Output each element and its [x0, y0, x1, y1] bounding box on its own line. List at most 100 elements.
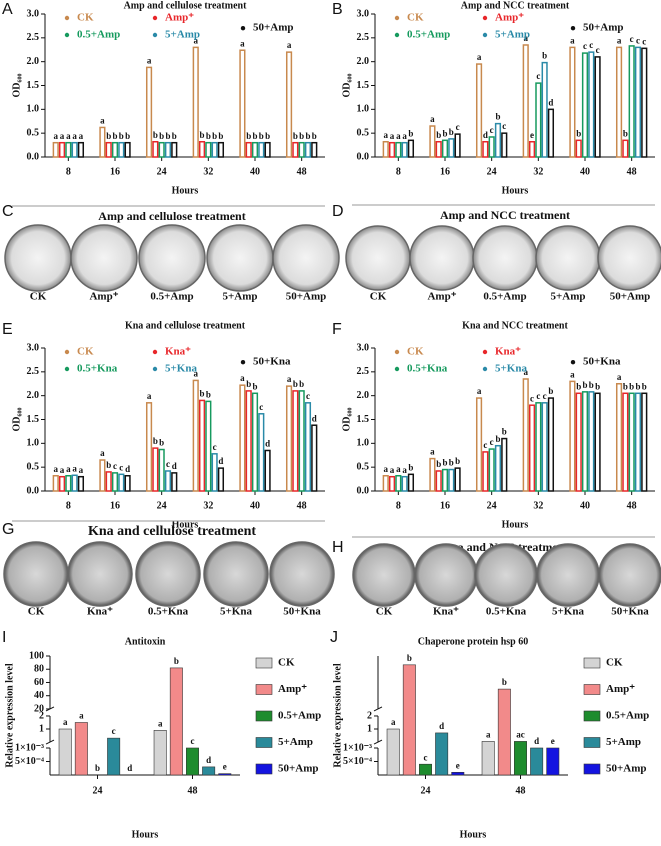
significance-letter: d — [218, 456, 223, 466]
bar — [448, 468, 455, 492]
significance-letter: a — [60, 465, 65, 475]
significance-letter: c — [306, 391, 310, 401]
bar — [192, 46, 199, 158]
significance-letter: b — [265, 131, 270, 141]
bar — [407, 473, 415, 492]
significance-letter: c — [536, 391, 540, 401]
significance-letter: a — [570, 35, 575, 45]
significance-letter: a — [72, 131, 77, 141]
legend-label: 50+Amp — [278, 763, 319, 775]
bar — [58, 728, 72, 776]
significance-letter: b — [159, 438, 164, 448]
x-tick-label: 8 — [396, 166, 401, 177]
significance-letter: a — [570, 369, 575, 379]
x-tick-label: 16 — [110, 166, 120, 177]
plate — [206, 224, 274, 292]
bar — [594, 392, 601, 492]
bar — [628, 392, 635, 492]
bar — [501, 132, 508, 158]
significance-letter: b — [112, 131, 117, 141]
x-axis-title: Hours — [132, 829, 159, 840]
y-tick-label: 0.0 — [357, 485, 370, 496]
significance-letter: d — [265, 439, 270, 449]
significance-letter: a — [147, 391, 152, 401]
panel-label: G — [2, 521, 14, 538]
bar — [622, 139, 629, 158]
significance-letter: a — [477, 52, 482, 62]
significance-letter: b — [212, 131, 217, 141]
bar — [105, 471, 112, 492]
y-axis-title: OD₆₀₀ — [341, 74, 352, 98]
plate-label: 50+Amp — [286, 291, 327, 303]
significance-letter: b — [642, 381, 647, 391]
significance-letter: a — [72, 463, 77, 473]
bar — [581, 391, 589, 492]
legend-marker — [64, 15, 70, 21]
legend-label: Kna⁺ — [495, 346, 521, 358]
significance-letter: a — [66, 131, 71, 141]
bar — [311, 141, 318, 158]
y-tick-label: 2.0 — [27, 390, 40, 401]
legend-label: Amp⁺ — [278, 683, 307, 695]
bar — [634, 392, 642, 492]
significance-letter: b — [165, 131, 170, 141]
significance-letter: c — [642, 36, 646, 46]
significance-letter: b — [635, 381, 640, 391]
bar — [386, 728, 400, 776]
legend-marker — [482, 366, 488, 372]
significance-letter: a — [79, 131, 84, 141]
bar — [481, 741, 495, 776]
bar — [158, 448, 165, 492]
bar — [454, 467, 461, 492]
significance-letter: d — [312, 413, 317, 423]
plate — [203, 541, 269, 607]
y-tick-label: 1.0 — [357, 438, 370, 449]
bar — [217, 141, 225, 158]
significance-letter: b — [495, 434, 500, 444]
plate — [269, 541, 335, 607]
y-axis-title: Relative expression level — [332, 663, 343, 767]
bar — [641, 47, 648, 158]
plate-label: 50+Kna — [611, 606, 649, 618]
significance-letter: b — [502, 677, 507, 687]
bar — [153, 730, 167, 776]
bar — [164, 141, 172, 158]
legend-marker — [394, 32, 400, 38]
bar — [198, 140, 206, 158]
bar — [58, 475, 66, 492]
plate — [138, 224, 206, 292]
bar — [569, 380, 576, 492]
significance-letter: b — [200, 130, 205, 140]
bar — [74, 722, 88, 776]
legend-label: 0.5+Amp — [278, 710, 321, 722]
significance-letter: b — [629, 381, 634, 391]
bar — [71, 474, 78, 492]
bar — [395, 474, 402, 492]
legend-marker — [64, 32, 70, 38]
legend-label: CK — [77, 12, 94, 24]
y-tick-label: 2.5 — [27, 366, 40, 377]
x-axis-title: Hours — [172, 185, 199, 196]
bar — [292, 141, 299, 158]
legend-label: 50+Amp — [253, 22, 294, 34]
y-tick-label: 1 — [39, 723, 44, 734]
y-tick-label: 1.5 — [27, 80, 40, 91]
significance-letter: a — [79, 465, 84, 475]
plate — [474, 543, 538, 607]
y-tick-label: 0.5 — [27, 461, 40, 472]
y-tick-label: 1.0 — [27, 438, 40, 449]
legend-marker — [64, 366, 70, 372]
significance-letter: a — [430, 114, 435, 124]
x-tick-label: 24 — [487, 500, 497, 511]
bar — [588, 51, 595, 158]
bar — [171, 472, 178, 492]
significance-letter: c — [259, 402, 263, 412]
plate-label: Kna⁺ — [433, 606, 459, 618]
legend-label: 5+Kna — [165, 363, 197, 375]
plate-label: Amp⁺ — [89, 291, 118, 303]
x-tick-label: 40 — [250, 500, 260, 511]
significance-letter: a — [391, 717, 396, 727]
significance-letter: c — [502, 121, 506, 131]
bar — [402, 664, 416, 776]
